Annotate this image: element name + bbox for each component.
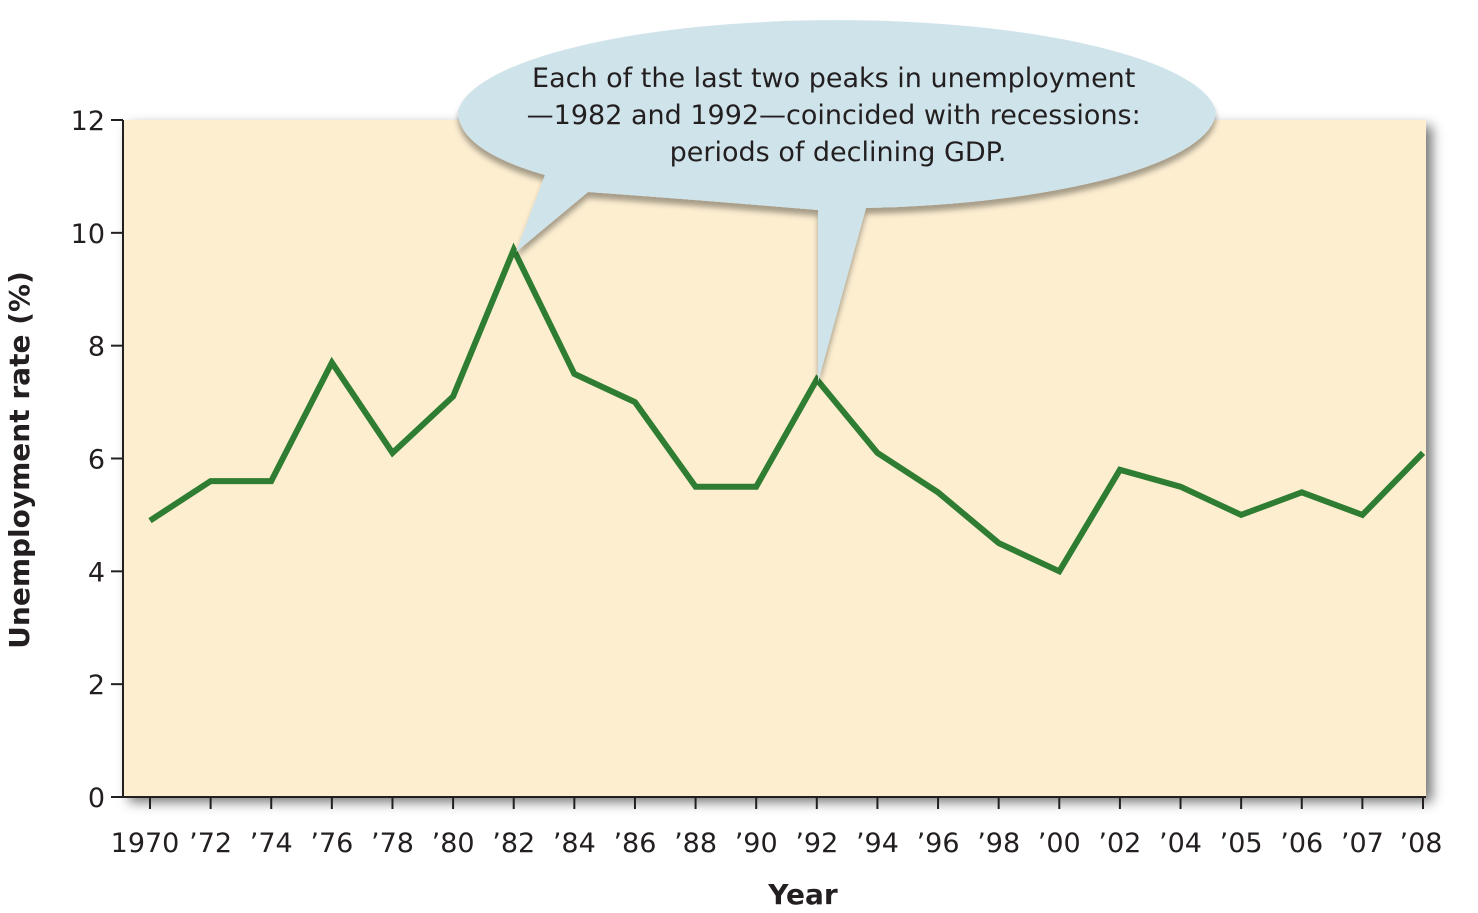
y-tick-label: 2 xyxy=(88,670,105,701)
x-tick-label: ’78 xyxy=(371,828,414,859)
x-tick-label: 1970 xyxy=(111,828,180,859)
callout-line-3: periods of declining GDP. xyxy=(670,137,1007,168)
x-tick-label: ’07 xyxy=(1341,828,1384,859)
y-axis-ticks: 0 2 4 6 8 10 12 xyxy=(71,106,123,814)
y-tick-label: 10 xyxy=(71,219,105,250)
x-tick-label: ’92 xyxy=(795,828,838,859)
callout-line-2: —1982 and 1992—coincided with recessions… xyxy=(527,100,1141,131)
x-tick-label: ’72 xyxy=(189,828,232,859)
x-tick-label: ’74 xyxy=(250,828,293,859)
x-tick-label: ’94 xyxy=(856,828,899,859)
callout-shape xyxy=(458,20,1216,382)
x-axis-ticks: 1970 ’72 ’74 ’76 ’78 ’80 ’82 ’84 ’86 ’88 ’90 ’92 ’94… xyxy=(111,797,1443,859)
x-tick-label: ’06 xyxy=(1280,828,1323,859)
x-tick-label: ’02 xyxy=(1098,828,1141,859)
x-tick-label: ’08 xyxy=(1400,828,1443,859)
y-tick-label: 8 xyxy=(88,332,105,363)
x-tick-label: ’88 xyxy=(674,828,717,859)
callout-line-1: Each of the last two peaks in unemployme… xyxy=(532,63,1135,94)
x-tick-label: ’86 xyxy=(613,828,656,859)
x-tick-label: ’80 xyxy=(432,828,475,859)
x-tick-label: ’84 xyxy=(553,828,596,859)
x-axis-title: Year xyxy=(767,878,838,911)
callout-text: Each of the last two peaks in unemployme… xyxy=(527,63,1150,168)
x-tick-label: ’76 xyxy=(310,828,353,859)
x-tick-label: ’05 xyxy=(1220,828,1263,859)
y-tick-label: 12 xyxy=(71,106,105,137)
unemployment-series-line xyxy=(148,242,1426,576)
x-tick-label: ’96 xyxy=(917,828,960,859)
x-tick-label: ’00 xyxy=(1038,828,1081,859)
y-tick-label: 6 xyxy=(88,445,105,476)
x-tick-label: ’98 xyxy=(977,828,1020,859)
x-tick-label: ’04 xyxy=(1159,828,1202,859)
x-tick-label: ’82 xyxy=(492,828,535,859)
x-tick-label: ’90 xyxy=(735,828,778,859)
y-axis-title: Unemployment rate (%) xyxy=(3,271,36,649)
y-tick-label: 0 xyxy=(88,783,105,814)
callout-bubble: Each of the last two peaks in unemployme… xyxy=(458,20,1216,382)
y-tick-label: 4 xyxy=(88,557,105,588)
